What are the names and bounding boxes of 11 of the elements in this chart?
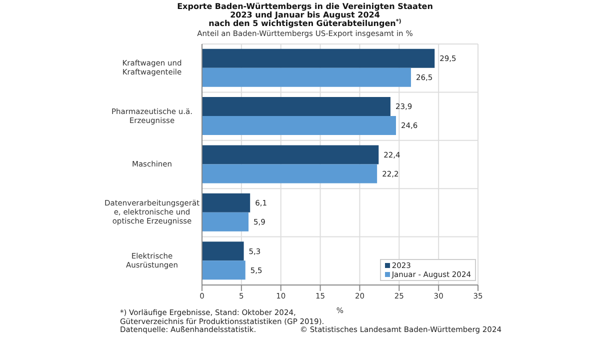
bar <box>202 97 390 116</box>
bar <box>202 48 435 68</box>
bar <box>202 116 396 136</box>
bar <box>202 68 411 87</box>
bar <box>202 193 250 212</box>
bar <box>202 212 249 232</box>
chart-title: Exporte Baden-Württembergs in die Vereinigten Staaten 2023 und Januar bis August 2024 nach den 5 wichtigsten Güterabteilungen$^{*)}$ <box>177 2 434 28</box>
bar <box>202 242 244 261</box>
bar <box>202 164 378 184</box>
bar <box>202 260 246 280</box>
bar <box>202 145 379 164</box>
